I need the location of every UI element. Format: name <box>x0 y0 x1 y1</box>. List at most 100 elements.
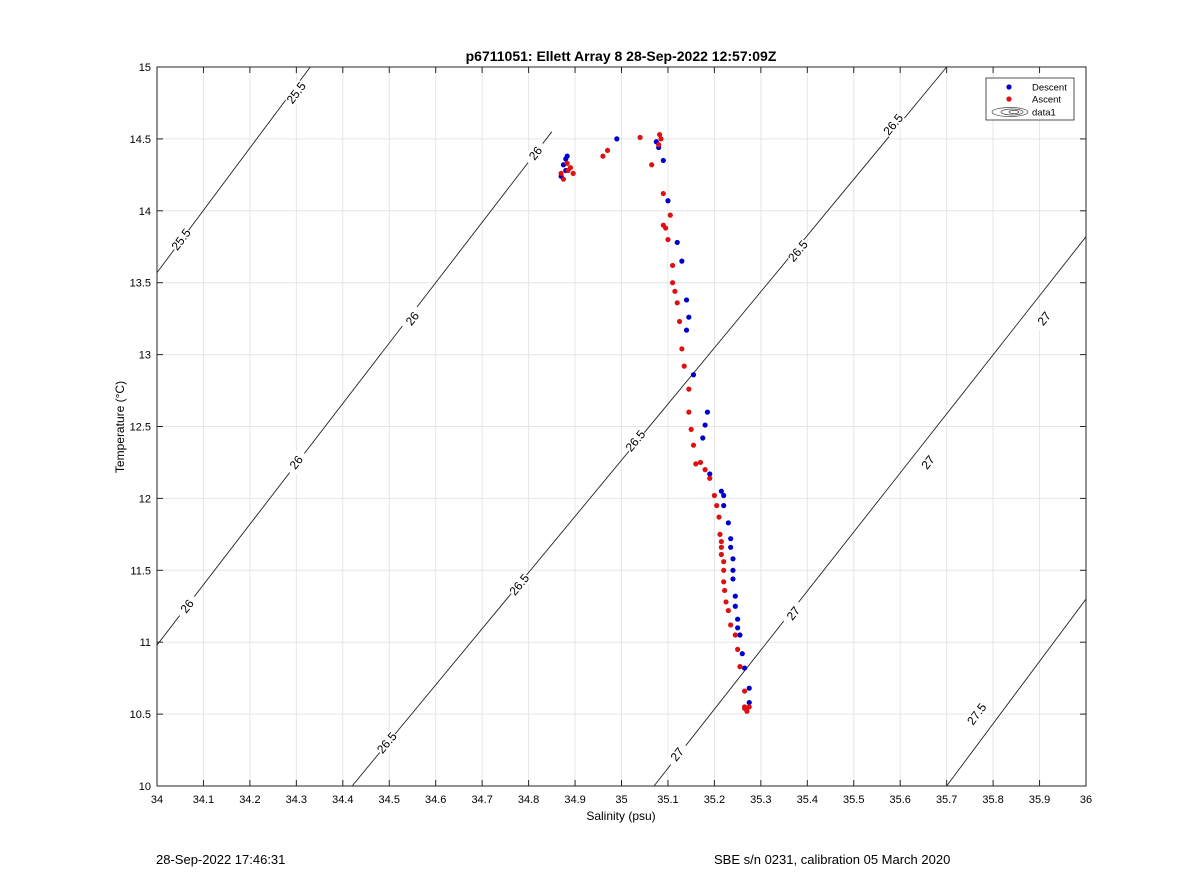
y-tick-label: 14 <box>139 206 151 218</box>
point-descent <box>730 576 736 582</box>
point-ascent <box>741 704 748 710</box>
y-tick-label: 14.5 <box>130 134 151 146</box>
point-ascent <box>672 288 678 294</box>
point-descent <box>746 685 752 691</box>
density-contours: 25.525.52626262626.526.526.526.526.52727… <box>156 66 1087 787</box>
x-tick-label: 34.1 <box>193 794 214 806</box>
point-descent <box>564 153 570 159</box>
contour-line-27 <box>653 236 1087 787</box>
point-descent <box>614 136 620 142</box>
point-ascent <box>718 551 724 558</box>
x-tick-label: 35.8 <box>982 794 1003 806</box>
x-tick-label: 34.3 <box>286 794 307 806</box>
point-descent <box>730 567 736 573</box>
contour-label-bg <box>964 700 990 728</box>
point-descent <box>704 409 711 415</box>
point-ascent <box>637 134 643 141</box>
contour-label-bg <box>784 237 812 265</box>
contour-label-bg <box>622 427 649 455</box>
y-tick-label: 10.5 <box>130 709 151 721</box>
point-ascent <box>718 538 724 545</box>
x-axis-ticks: 34 34.1 34.2 34.3 34.4 34.5 34.6 34.7 34.8 34.9 35… <box>151 67 1092 806</box>
point-descent <box>730 556 736 562</box>
contour-label-bg <box>174 592 201 621</box>
point-ascent <box>649 162 655 168</box>
point-descent <box>732 603 738 609</box>
contour-label-bg <box>780 599 807 628</box>
point-ascent <box>656 131 663 138</box>
contour-label-bg <box>283 79 310 107</box>
y-tick-label: 13 <box>139 350 151 362</box>
point-ascent <box>674 300 680 306</box>
data-points <box>558 131 752 714</box>
point-descent <box>674 239 680 246</box>
x-tick-label: 35.7 <box>936 794 957 806</box>
point-ascent <box>658 136 664 142</box>
x-tick-label: 35.6 <box>889 794 910 806</box>
point-descent <box>737 632 743 638</box>
point-ascent <box>718 544 724 550</box>
point-ascent <box>732 632 738 638</box>
contour-label-bg <box>168 225 194 254</box>
contour-label-bg <box>373 729 400 757</box>
y-tick-label: 12 <box>139 493 151 505</box>
legend-data1-label: data1 <box>1032 108 1056 119</box>
point-ascent <box>721 559 727 565</box>
contour-label-bg <box>522 139 549 168</box>
y-tick-label: 13.5 <box>130 278 151 290</box>
y-tick-label: 11 <box>140 637 151 649</box>
footer-calibration: SBE s/n 0231, calibration 05 March 2020 <box>714 852 951 867</box>
point-descent <box>728 536 734 542</box>
x-tick-label: 35.3 <box>750 794 771 806</box>
point-ascent <box>669 262 676 269</box>
point-ascent <box>690 442 697 448</box>
point-ascent <box>686 409 692 415</box>
point-descent <box>735 625 741 631</box>
x-tick-label: 35.2 <box>704 794 725 806</box>
legend-contour-icon <box>991 107 1029 117</box>
point-ascent <box>737 664 743 670</box>
point-ascent <box>604 147 611 154</box>
contour-label-bg <box>506 570 533 599</box>
point-ascent <box>558 170 564 177</box>
legend-ascent-marker <box>1006 96 1012 102</box>
y-tick-label: 15 <box>139 62 151 74</box>
point-ascent <box>722 587 728 594</box>
point-ascent <box>688 426 694 432</box>
point-descent <box>732 593 738 599</box>
point-descent <box>721 492 727 499</box>
x-tick-label: 34.8 <box>518 794 539 806</box>
point-ascent <box>681 363 687 369</box>
x-tick-label: 35.1 <box>657 794 678 806</box>
point-ascent <box>686 386 692 392</box>
point-ascent <box>717 531 723 537</box>
point-ascent <box>663 225 669 231</box>
point-ascent <box>721 579 727 585</box>
point-descent <box>707 471 713 477</box>
point-ascent <box>716 514 722 520</box>
point-descent <box>686 314 692 320</box>
point-ascent <box>714 502 720 509</box>
footer-timestamp: 28-Sep-2022 17:46:31 <box>156 852 286 867</box>
point-ascent <box>707 475 713 481</box>
point-descent <box>739 651 745 657</box>
x-tick-label: 34.2 <box>239 794 260 806</box>
contour-line-26 <box>156 131 553 646</box>
point-ascent <box>560 176 567 182</box>
point-ascent <box>600 153 606 159</box>
x-tick-label: 35.5 <box>843 794 864 806</box>
point-ascent <box>665 236 671 243</box>
x-tick-label: 34 <box>151 794 163 806</box>
point-ascent <box>735 646 741 652</box>
point-ascent <box>741 688 748 694</box>
contour-label-bg <box>283 448 310 477</box>
point-ascent <box>679 346 685 352</box>
point-descent <box>741 665 748 671</box>
point-ascent <box>669 280 676 286</box>
point-ascent <box>728 622 734 628</box>
contour-label-bg <box>664 740 691 769</box>
point-descent <box>683 297 690 303</box>
y-axis-label: Temperature (°C) <box>113 381 127 473</box>
contour-label-bg <box>915 448 941 477</box>
x-tick-label: 34.4 <box>332 794 353 806</box>
